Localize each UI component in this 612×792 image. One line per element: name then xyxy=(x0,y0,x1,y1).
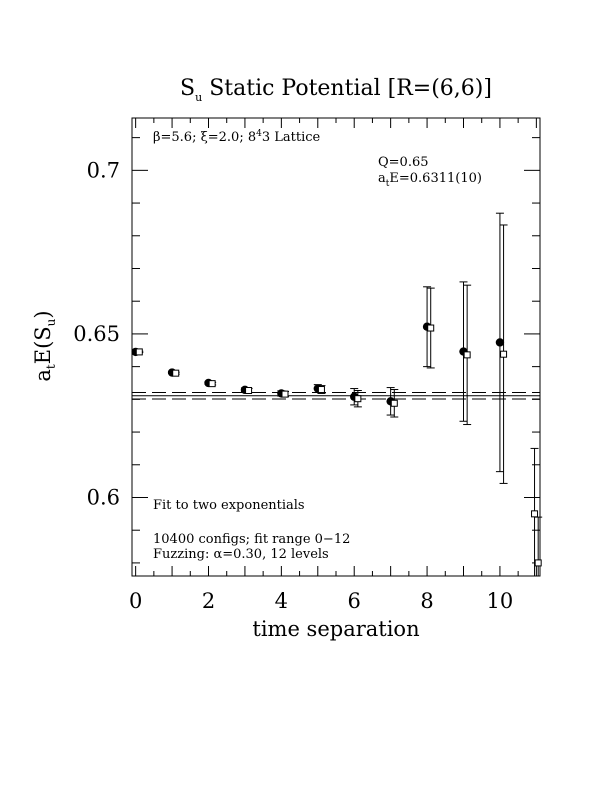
data-point-square xyxy=(135,348,143,356)
params-end: 3 Lattice xyxy=(262,130,321,145)
data-point-square xyxy=(317,386,325,394)
y-label-close: ) xyxy=(31,310,55,318)
annotation-fuzzing: Fuzzing: α=0.30, 12 levels xyxy=(153,547,329,562)
data-point-square xyxy=(281,390,289,398)
data-point-circle xyxy=(495,338,505,347)
y-tick-label: 0.65 xyxy=(73,322,120,346)
data-point-square xyxy=(427,324,435,332)
annotation-q-value: Q=0.65 xyxy=(378,155,429,170)
y-label-E: E(S xyxy=(31,326,55,364)
data-point-square xyxy=(208,380,216,388)
y-tick-labels: 0.6 0.65 0.7 xyxy=(73,158,120,509)
axis-ticks xyxy=(132,118,540,576)
data-point-square xyxy=(500,350,508,358)
fit-energy-rest: E=0.6311(10) xyxy=(389,171,482,186)
y-tick-label: 0.6 xyxy=(87,485,120,509)
title-rest: Static Potential [R=(6,6)] xyxy=(202,76,492,101)
x-axis-label: time separation xyxy=(252,617,419,641)
x-tick-labels: 0 2 4 6 8 10 xyxy=(129,589,513,613)
annotation-params: β=5.6; ξ=2.0; 843 Lattice xyxy=(153,129,321,145)
data-point-square xyxy=(172,369,180,377)
y-axis-label: atE(Su) xyxy=(31,310,58,381)
y-tick-label: 0.7 xyxy=(87,158,120,182)
data-point-square xyxy=(534,559,542,567)
data-point-square xyxy=(390,399,398,407)
x-tick-label: 8 xyxy=(420,589,433,613)
series-filled-circles xyxy=(131,212,505,473)
annotation-fit-type: Fit to two exponentials xyxy=(153,498,305,513)
annotation-fit-energy: atE=0.6311(10) xyxy=(378,171,482,189)
title-subscript: u xyxy=(195,91,202,104)
x-tick-label: 10 xyxy=(487,589,514,613)
annotation-configs: 10400 configs; fit range 0−12 xyxy=(153,532,350,547)
x-tick-label: 6 xyxy=(348,589,361,613)
data-point-square xyxy=(245,387,253,395)
fit-energy-subscript: t xyxy=(386,179,390,189)
data-point-square xyxy=(354,395,362,403)
x-tick-label: 0 xyxy=(129,589,142,613)
x-tick-label: 4 xyxy=(275,589,288,613)
x-tick-label: 2 xyxy=(202,589,215,613)
params-superscript: 4 xyxy=(256,129,262,139)
data-point-square xyxy=(531,510,539,518)
series-open-squares xyxy=(135,224,543,576)
y-label-sub-t: t xyxy=(44,364,58,369)
chart-title: Su Static Potential [R=(6,6)] xyxy=(180,76,492,104)
data-point-square xyxy=(463,351,471,359)
y-label-sub-u: u xyxy=(44,318,58,326)
